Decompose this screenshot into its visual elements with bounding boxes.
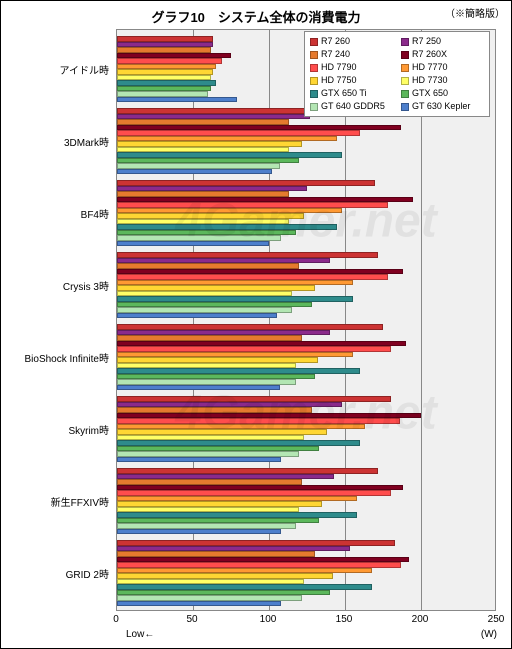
gridline bbox=[345, 30, 346, 610]
bar bbox=[117, 529, 281, 535]
legend-swatch bbox=[401, 38, 409, 46]
legend-label: GTX 650 bbox=[412, 87, 448, 100]
legend-swatch bbox=[401, 103, 409, 111]
bar bbox=[117, 97, 237, 103]
legend-item: R7 240 bbox=[310, 48, 393, 61]
bar bbox=[117, 457, 281, 463]
legend-swatch bbox=[401, 51, 409, 59]
x-tick-label: 150 bbox=[329, 614, 359, 625]
category-label: 3DMark時 bbox=[1, 134, 109, 149]
legend-label: HD 7770 bbox=[412, 61, 448, 74]
legend-label: GT 640 GDDR5 bbox=[321, 100, 385, 113]
x-tick-label: 200 bbox=[405, 614, 435, 625]
legend-swatch bbox=[310, 38, 318, 46]
gridline bbox=[421, 30, 422, 610]
bar bbox=[117, 385, 280, 391]
bar bbox=[117, 601, 281, 607]
legend-swatch bbox=[401, 77, 409, 85]
x-tick-label: 100 bbox=[253, 614, 283, 625]
legend-label: R7 260 bbox=[321, 35, 350, 48]
legend-item: R7 250 bbox=[401, 35, 484, 48]
x-axis-unit: (W) bbox=[481, 629, 497, 640]
legend-label: HD 7790 bbox=[321, 61, 357, 74]
x-axis-note-low: Low← bbox=[126, 629, 154, 640]
category-label: Crysis 3時 bbox=[1, 278, 109, 293]
legend-label: R7 260X bbox=[412, 48, 447, 61]
chart-title: グラフ10 システム全体の消費電力 bbox=[1, 1, 511, 28]
legend-swatch bbox=[310, 77, 318, 85]
legend-item: R7 260X bbox=[401, 48, 484, 61]
bar bbox=[117, 169, 272, 175]
legend: R7 260R7 240HD 7790HD 7750GTX 650 TiGT 6… bbox=[304, 31, 490, 117]
chart-container: グラフ10 システム全体の消費電力 （※簡略版） 4Gamer.net4Game… bbox=[0, 0, 512, 649]
legend-swatch bbox=[310, 51, 318, 59]
legend-item: GTX 650 Ti bbox=[310, 87, 393, 100]
legend-item: HD 7790 bbox=[310, 61, 393, 74]
legend-item: HD 7770 bbox=[401, 61, 484, 74]
legend-label: R7 250 bbox=[412, 35, 441, 48]
x-tick-label: 50 bbox=[177, 614, 207, 625]
category-label: BF4時 bbox=[1, 206, 109, 221]
x-tick-label: 0 bbox=[101, 614, 131, 625]
legend-swatch bbox=[310, 90, 318, 98]
legend-swatch bbox=[401, 64, 409, 72]
bar bbox=[117, 241, 269, 247]
chart-subtitle: （※簡略版） bbox=[445, 5, 505, 20]
legend-item: HD 7730 bbox=[401, 74, 484, 87]
category-label: 新生FFXIV時 bbox=[1, 494, 109, 509]
legend-item: GT 630 Kepler bbox=[401, 100, 484, 113]
legend-label: GT 630 Kepler bbox=[412, 100, 470, 113]
legend-swatch bbox=[310, 103, 318, 111]
category-label: アイドル時 bbox=[1, 62, 109, 77]
legend-item: R7 260 bbox=[310, 35, 393, 48]
legend-label: GTX 650 Ti bbox=[321, 87, 367, 100]
legend-label: HD 7730 bbox=[412, 74, 448, 87]
legend-label: HD 7750 bbox=[321, 74, 357, 87]
bar bbox=[117, 313, 277, 319]
legend-item: HD 7750 bbox=[310, 74, 393, 87]
legend-swatch bbox=[401, 90, 409, 98]
category-label: GRID 2時 bbox=[1, 566, 109, 581]
legend-item: GT 640 GDDR5 bbox=[310, 100, 393, 113]
legend-item: GTX 650 bbox=[401, 87, 484, 100]
category-label: BioShock Infinite時 bbox=[1, 350, 109, 365]
x-tick-label: 250 bbox=[481, 614, 511, 625]
legend-label: R7 240 bbox=[321, 48, 350, 61]
category-label: Skyrim時 bbox=[1, 422, 109, 437]
legend-swatch bbox=[310, 64, 318, 72]
